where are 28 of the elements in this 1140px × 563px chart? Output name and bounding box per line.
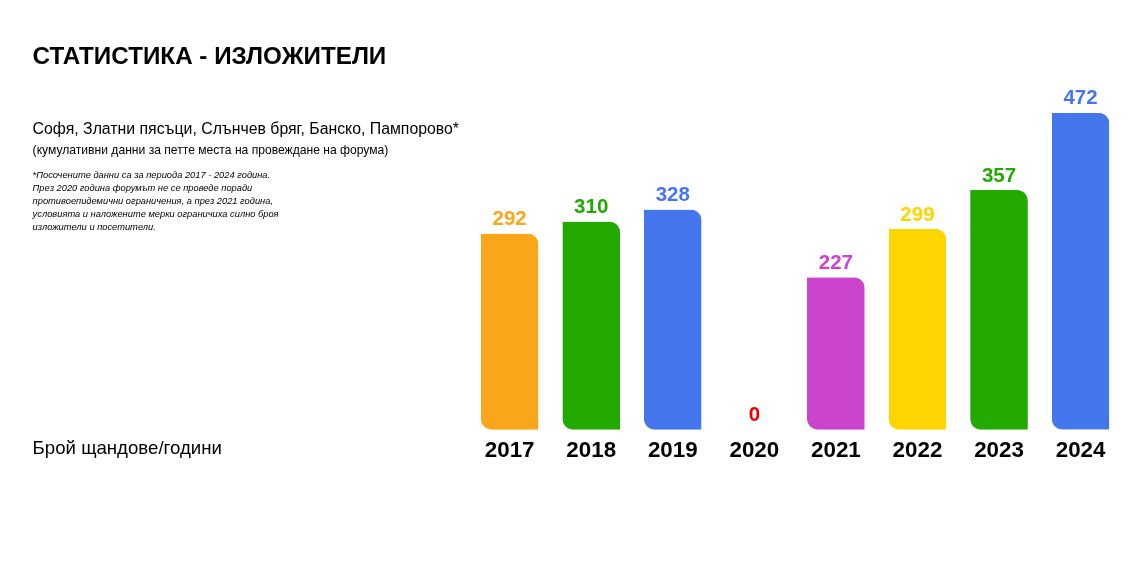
bar [480,233,539,430]
x-tick-label: 2023 [974,437,1024,463]
bar [807,277,865,430]
data-label: 357 [981,162,1017,186]
data-label: 328 [655,182,690,206]
text: СТАТИСТИКА - ИЗЛОЖИТЕЛИ [32,42,387,70]
data-label: 227 [818,249,853,273]
x-tick-label: 2022 [892,437,943,463]
bar [1051,112,1110,430]
x-tick-label: 2020 [729,437,780,463]
text: (кумулативни данни за петте места на провеждане на форума) [32,142,389,157]
bar [562,221,621,430]
x-tick-label: 2019 [647,437,698,463]
data-label: 472 [1063,85,1098,109]
x-tick-label: 2018 [566,437,617,463]
bar [643,209,702,430]
bar [970,189,1028,430]
data-label: 0 [748,402,761,426]
text: Софя, Златни пясъци, Слънчев бряг, Банско, Пампорово* [32,120,460,138]
bar [888,228,947,430]
data-label: 292 [492,206,527,230]
data-label: 299 [900,201,935,225]
x-tick-label: 2017 [484,437,535,463]
text: *Посочените данни са за периода 2017 - 2024 година. През 2020 година форумът не се проведе поради противоепидемични ограничения, а през 2021 година, условията и наложените мерки ограничиха силно броя изложители и посетители. [31,169,279,233]
text: Брой щандове/години [32,436,222,458]
x-tick-label: 2024 [1055,437,1107,463]
x-tick-label: 2021 [811,437,861,463]
data-label: 310 [574,194,609,218]
